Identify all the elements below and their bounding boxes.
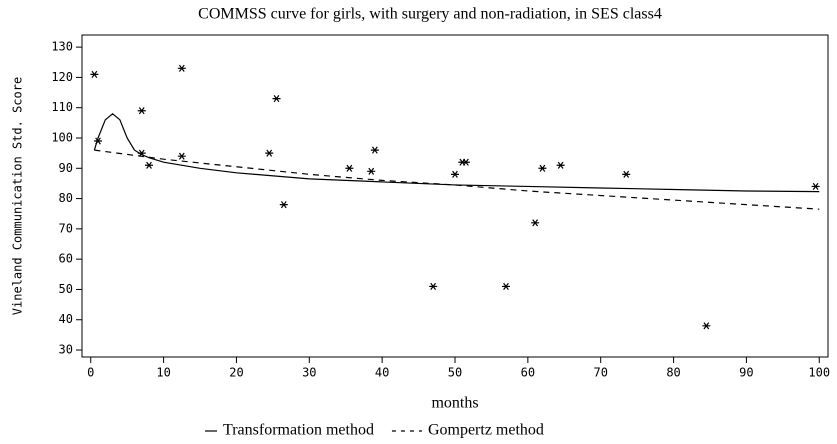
point — [531, 219, 540, 227]
point — [345, 164, 354, 172]
chart-title: COMMSS curve for girls, with surgery and… — [198, 6, 662, 23]
x-tick-label: 10 — [156, 366, 170, 380]
point — [702, 322, 711, 330]
point — [90, 70, 99, 78]
point — [272, 95, 281, 103]
y-tick-label: 60 — [59, 252, 73, 266]
point — [461, 158, 470, 166]
legend-label: Gompertz method — [428, 422, 544, 439]
x-tick-label: 40 — [375, 366, 389, 380]
point — [279, 201, 288, 209]
point — [501, 282, 510, 290]
point — [622, 170, 631, 178]
y-tick-label: 40 — [59, 312, 73, 326]
point — [177, 152, 186, 160]
legend-label: Transformation method — [223, 422, 374, 439]
point — [137, 107, 146, 115]
y-tick-label: 70 — [59, 221, 73, 235]
point — [137, 149, 146, 157]
point — [429, 282, 438, 290]
series-line — [94, 149, 820, 210]
x-tick-label: 80 — [666, 366, 680, 380]
y-axis-label: Vineland Communication Std. Score — [11, 77, 25, 315]
y-tick-label: 100 — [51, 130, 73, 144]
point — [811, 182, 820, 191]
y-tick-label: 130 — [51, 40, 73, 54]
x-tick-label: 100 — [808, 366, 830, 380]
y-tick-label: 30 — [59, 343, 73, 357]
x-tick-label: 30 — [302, 366, 316, 380]
series-line — [93, 112, 820, 193]
x-tick-label: 90 — [739, 366, 753, 380]
point — [367, 167, 376, 175]
point — [556, 161, 565, 169]
y-tick-label: 120 — [51, 70, 73, 84]
y-tick-label: 80 — [59, 191, 73, 205]
point — [451, 170, 459, 178]
y-tick-label: 90 — [59, 161, 73, 175]
point — [145, 161, 154, 169]
x-tick-label: 50 — [448, 366, 462, 380]
y-tick-label: 110 — [51, 100, 73, 114]
x-tick-label: 0 — [87, 366, 94, 380]
point — [177, 64, 186, 72]
point — [538, 164, 547, 172]
x-axis-label: months — [431, 395, 478, 412]
x-tick-label: 20 — [229, 366, 243, 380]
y-tick-label: 50 — [59, 282, 73, 296]
point — [265, 149, 274, 157]
point — [94, 137, 103, 145]
x-tick-label: 70 — [593, 366, 607, 380]
point — [370, 146, 379, 154]
x-tick-label: 60 — [521, 366, 535, 380]
